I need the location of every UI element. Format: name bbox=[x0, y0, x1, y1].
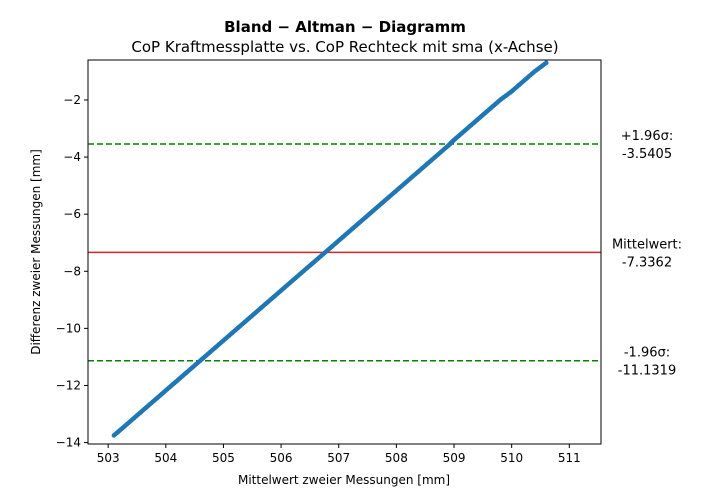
mean-value: -7.3362 bbox=[622, 255, 672, 270]
x-axis: 503 504 505 506 507 508 509 510 511 bbox=[97, 444, 581, 465]
data-points bbox=[111, 60, 549, 438]
x-tick-label: 506 bbox=[270, 451, 293, 465]
x-axis-label: Mittelwert zweier Messungen [mm] bbox=[238, 473, 450, 487]
x-tick-label: 508 bbox=[385, 451, 408, 465]
x-tick-label: 511 bbox=[558, 451, 581, 465]
x-tick-label: 505 bbox=[212, 451, 235, 465]
y-tick-label: −6 bbox=[63, 207, 81, 221]
data-point bbox=[543, 60, 549, 66]
x-tick-label: 509 bbox=[443, 451, 466, 465]
y-axis: −14 −12 −10 −8 −6 −4 −2 bbox=[56, 93, 88, 450]
y-tick-label: −14 bbox=[56, 436, 81, 450]
lower-label: -1.96σ: bbox=[624, 346, 670, 361]
line-annotations: Mittelwert: -7.3362 +1.96σ: -3.5405 -1.96σ: -… bbox=[612, 129, 682, 379]
chart-title: Bland − Altman − Diagramm bbox=[224, 18, 466, 36]
y-tick-label: −2 bbox=[63, 93, 81, 107]
y-tick-label: −4 bbox=[63, 150, 81, 164]
y-axis-label: Differenz zweier Messungen [mm] bbox=[29, 149, 43, 355]
upper-value: -3.5405 bbox=[622, 147, 672, 162]
y-tick-label: −12 bbox=[56, 378, 81, 392]
plot-area bbox=[88, 60, 601, 438]
mean-label: Mittelwert: bbox=[612, 237, 682, 252]
x-tick-label: 510 bbox=[500, 451, 523, 465]
upper-label: +1.96σ: bbox=[621, 129, 673, 144]
x-tick-label: 503 bbox=[97, 451, 120, 465]
lower-value: -11.1319 bbox=[618, 364, 676, 379]
x-tick-label: 504 bbox=[154, 451, 177, 465]
y-tick-label: −10 bbox=[56, 321, 81, 335]
axes-frame bbox=[87, 59, 602, 445]
y-tick-label: −8 bbox=[63, 264, 81, 278]
x-tick-label: 507 bbox=[327, 451, 350, 465]
chart-subtitle: CoP Kraftmessplatte vs. CoP Rechteck mit… bbox=[131, 38, 558, 56]
